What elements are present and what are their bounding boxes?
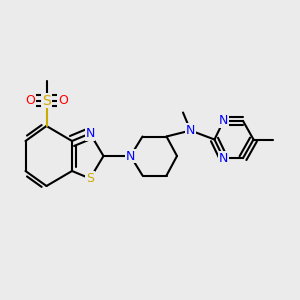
Text: N: N (219, 114, 228, 128)
Text: N: N (186, 124, 195, 137)
Text: S: S (42, 94, 51, 107)
Text: O: O (25, 94, 35, 107)
Text: N: N (126, 149, 135, 163)
Text: O: O (58, 94, 68, 107)
Text: N: N (85, 127, 95, 140)
Text: S: S (86, 172, 94, 185)
Text: N: N (219, 152, 228, 165)
